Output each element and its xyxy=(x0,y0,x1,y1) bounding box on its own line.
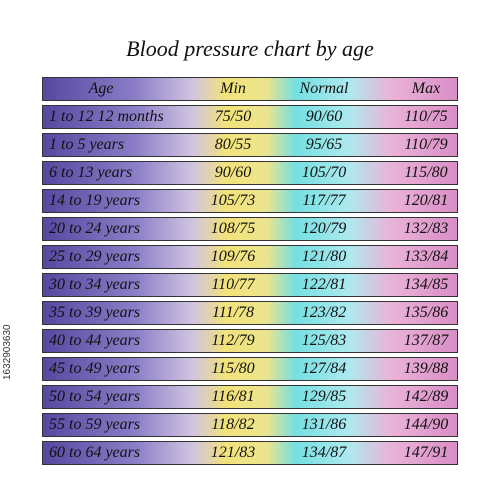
table-cell: 147/91 xyxy=(403,444,449,461)
table-cell: 137/87 xyxy=(403,332,449,349)
table-cell: 55 to 59 years xyxy=(49,416,141,433)
header-cell: Age xyxy=(88,80,114,97)
table-cell: 80/55 xyxy=(214,136,252,153)
table-cell: 112/79 xyxy=(211,332,255,349)
table-cell: 95/65 xyxy=(305,136,343,153)
table-cell: 120/81 xyxy=(403,192,449,209)
table-cell: 110/79 xyxy=(404,136,448,153)
table-row: 40 to 44 years 112/79 125/83 137/87 xyxy=(42,329,458,353)
header-row: Age Min Normal Max xyxy=(42,77,458,101)
table-cell: 60 to 64 years xyxy=(49,444,141,461)
table-cell: 35 to 39 years xyxy=(49,304,141,321)
table-cell: 132/83 xyxy=(403,220,449,237)
table-cell: 125/83 xyxy=(301,332,347,349)
table-cell: 105/70 xyxy=(301,164,347,181)
table-cell: 50 to 54 years xyxy=(49,388,141,405)
table-cell: 121/83 xyxy=(210,444,256,461)
table-cell: 90/60 xyxy=(214,164,252,181)
table-cell: 131/86 xyxy=(301,416,347,433)
header-cell: Normal xyxy=(299,80,349,97)
table-cell: 116/81 xyxy=(211,388,255,405)
table-cell: 110/75 xyxy=(404,108,448,125)
table-cell: 135/86 xyxy=(403,304,449,321)
table-row: 20 to 24 years 108/75 120/79 132/83 xyxy=(42,217,458,241)
table-cell: 90/60 xyxy=(305,108,343,125)
table-cell: 129/85 xyxy=(301,388,347,405)
table-cell: 121/80 xyxy=(301,248,347,265)
table-cell: 139/88 xyxy=(403,360,449,377)
table-cell: 20 to 24 years xyxy=(49,220,141,237)
table-cell: 1 to 12 12 months xyxy=(49,108,164,125)
table-cell: 120/79 xyxy=(301,220,347,237)
table-cell: 122/81 xyxy=(301,276,347,293)
table-row: 50 to 54 years 116/81 129/85 142/89 xyxy=(42,385,458,409)
table-cell: 117/77 xyxy=(302,192,346,209)
table-cell: 110/77 xyxy=(211,276,255,293)
table-row: 14 to 19 years 105/73 117/77 120/81 xyxy=(42,189,458,213)
table-row: 30 to 34 years 110/77 122/81 134/85 xyxy=(42,273,458,297)
table-cell: 115/80 xyxy=(211,360,255,377)
table-cell: 75/50 xyxy=(214,108,252,125)
table-row: 35 to 39 years 111/78 123/82 135/86 xyxy=(42,301,458,325)
table-cell: 118/82 xyxy=(211,416,255,433)
table-cell: 133/84 xyxy=(403,248,449,265)
table-cell: 123/82 xyxy=(301,304,347,321)
table-cell: 108/75 xyxy=(210,220,256,237)
table-cell: 142/89 xyxy=(403,388,449,405)
table-cell: 115/80 xyxy=(404,164,448,181)
table-row: 25 to 29 years 109/76 121/80 133/84 xyxy=(42,245,458,269)
table-cell: 30 to 34 years xyxy=(49,276,141,293)
table-row: 55 to 59 years 118/82 131/86 144/90 xyxy=(42,413,458,437)
title: Blood pressure chart by age xyxy=(126,36,374,61)
table-cell: 134/87 xyxy=(301,444,347,461)
table-row: 60 to 64 years 121/83 134/87 147/91 xyxy=(42,441,458,465)
table-cell: 134/85 xyxy=(403,276,449,293)
table-row: 1 to 12 12 months 75/50 90/60 110/75 xyxy=(42,105,458,129)
table-row: 45 to 49 years 115/80 127/84 139/88 xyxy=(42,357,458,381)
table-cell: 25 to 29 years xyxy=(49,248,141,265)
table-cell: 109/76 xyxy=(210,248,256,265)
table-row: 1 to 5 years 80/55 95/65 110/79 xyxy=(42,133,458,157)
table-cell: 111/78 xyxy=(211,304,255,321)
table-cell: 40 to 44 years xyxy=(49,332,141,349)
table-cell: 144/90 xyxy=(403,416,449,433)
table-cell: 105/73 xyxy=(210,192,256,209)
table-row: 6 to 13 years 90/60 105/70 115/80 xyxy=(42,161,458,185)
stock-id: 1632903630 xyxy=(2,324,13,380)
header-cell: Min xyxy=(220,80,246,97)
table-cell: 6 to 13 years xyxy=(49,164,133,181)
table-cell: 127/84 xyxy=(301,360,347,377)
table-cell: 14 to 19 years xyxy=(49,192,141,209)
header-cell: Max xyxy=(411,80,441,97)
table-cell: 45 to 49 years xyxy=(49,360,141,377)
table-cell: 1 to 5 years xyxy=(49,136,125,153)
